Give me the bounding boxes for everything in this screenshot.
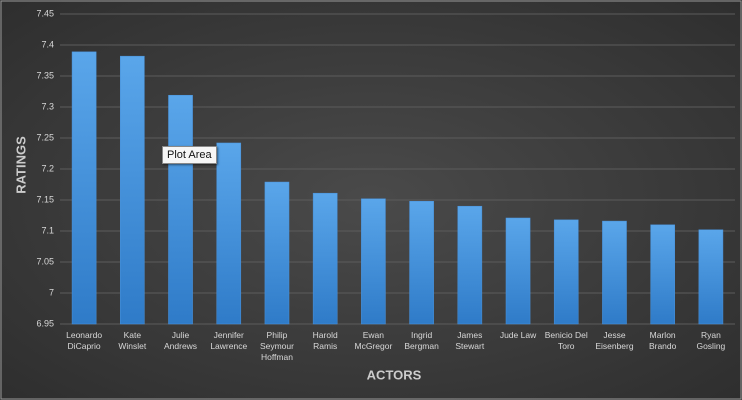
y-tick-label: 7.2: [41, 163, 54, 173]
x-tick-label: Marlon Brando: [648, 330, 677, 351]
y-axis-title: RATINGS: [13, 136, 28, 194]
bar: [602, 220, 627, 325]
y-tick-label: 7.15: [36, 194, 54, 204]
bar: [312, 192, 338, 325]
y-tick-label: 6.95: [36, 318, 54, 328]
bar: [650, 224, 675, 325]
y-tick-label: 7.35: [36, 70, 54, 80]
y-tick-label: 7.4: [41, 39, 54, 49]
y-tick-label: 7: [49, 287, 54, 297]
y-tick-label: 7.45: [36, 8, 54, 18]
bar: [216, 142, 242, 325]
bar: [264, 181, 290, 325]
y-tick-label: 7.3: [41, 101, 54, 111]
bar: [168, 94, 193, 325]
bar: [505, 217, 531, 325]
x-tick-label: Jesse Eisenberg: [595, 330, 634, 351]
x-tick-label: James Stewart: [455, 330, 485, 351]
x-tick-label: Jude Law: [499, 330, 537, 340]
tooltip: Plot Area: [162, 146, 217, 164]
bar: [698, 229, 724, 325]
x-tick-label: Ewan McGregor: [354, 330, 393, 351]
bar: [409, 200, 434, 325]
x-tick-label: Kate Winslet: [118, 330, 147, 351]
x-tick-label: Ryan Gosling: [696, 330, 726, 351]
y-tick-label: 7.25: [36, 132, 54, 142]
x-axis-title: ACTORS: [367, 367, 422, 382]
x-tick-label: Benicio Del Toro: [544, 330, 588, 351]
y-tick-label: 7.05: [36, 256, 54, 266]
bar: [120, 55, 145, 325]
bar: [361, 198, 386, 325]
bar: [71, 51, 97, 325]
x-tick-label: Leonardo DiCaprio: [66, 330, 103, 351]
x-tick-label: Jennifer Lawrence: [210, 330, 248, 351]
x-tick-label: Harold Ramis: [312, 330, 338, 351]
y-tick-label: 7.1: [41, 225, 54, 235]
x-tick-label: Ingrid Bergman: [404, 330, 439, 351]
bar: [553, 219, 579, 325]
x-tick-label: Julie Andrews: [163, 330, 198, 351]
x-tick-label: Philip Seymour Hoffman: [259, 330, 294, 362]
bar: [457, 205, 483, 325]
